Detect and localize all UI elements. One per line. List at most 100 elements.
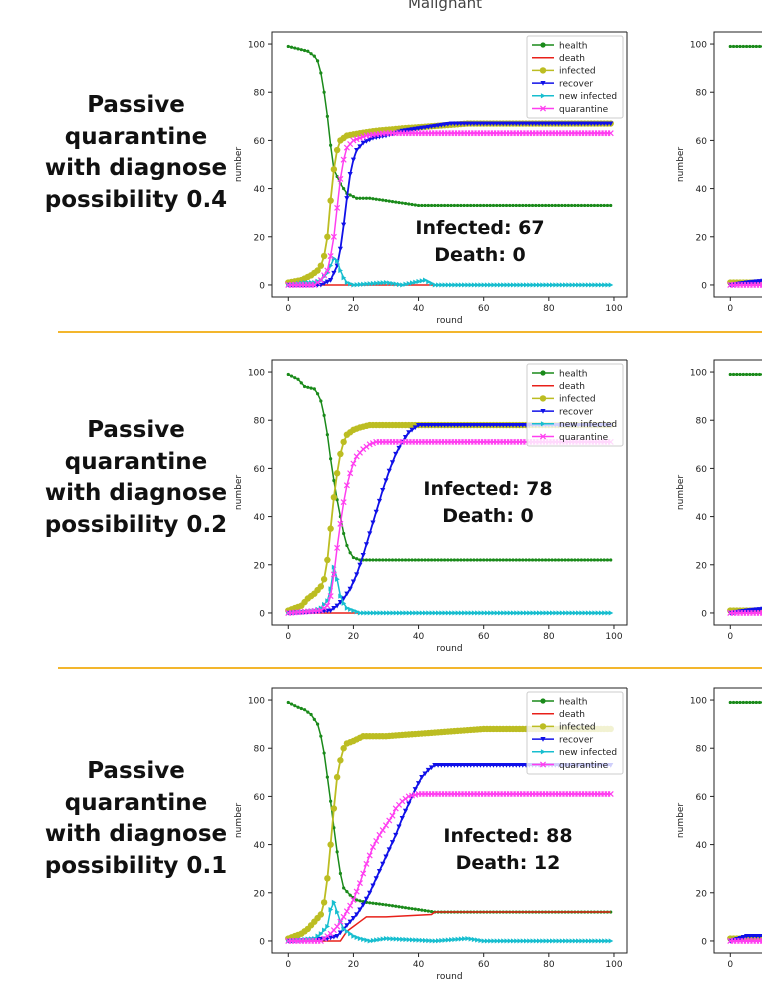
data-point: [439, 282, 444, 288]
data-point: [527, 610, 532, 616]
data-point: [461, 121, 467, 127]
data-point: [351, 607, 357, 614]
data-point: [576, 203, 580, 208]
data-point: [738, 44, 742, 49]
data-point: [334, 603, 340, 609]
data-point: [475, 282, 480, 288]
y-tick-label: 40: [254, 185, 266, 195]
data-point: [377, 610, 383, 616]
data-point: [582, 938, 588, 944]
data-point: [452, 282, 457, 288]
data-point: [468, 422, 474, 428]
chart-panel: 0 20 40 60 80 100 0 number: [676, 359, 762, 642]
data-point: [488, 610, 493, 616]
data-point: [536, 938, 542, 944]
data-point: [605, 282, 611, 288]
data-point: [315, 933, 321, 939]
data-point: [289, 374, 294, 378]
y-axis-label: number: [234, 147, 244, 182]
data-point: [334, 934, 340, 939]
data-point: [328, 907, 334, 913]
data-point: [569, 282, 575, 288]
data-point: [504, 203, 509, 208]
data-point: [342, 886, 346, 890]
data-point: [533, 938, 539, 944]
data-point: [753, 934, 759, 939]
data-point: [419, 278, 425, 284]
data-point: [514, 558, 518, 562]
legend-label: death: [559, 710, 585, 720]
data-point: [442, 937, 448, 943]
data-point: [523, 282, 529, 288]
y-axis-label: number: [676, 147, 686, 182]
data-point: [325, 598, 330, 604]
data-point: [530, 938, 536, 944]
y-tick-label: 100: [690, 369, 707, 379]
y-axis-label: number: [676, 803, 686, 838]
data-point: [533, 610, 539, 616]
data-point: [409, 937, 415, 943]
data-point: [322, 751, 326, 755]
data-point: [366, 852, 373, 859]
data-point: [516, 763, 523, 768]
legend-label: infected: [559, 67, 596, 77]
data-point: [429, 610, 435, 616]
y-tick-label: 100: [690, 697, 707, 707]
data-point: [425, 422, 431, 428]
data-point: [432, 763, 438, 768]
data-point: [608, 938, 614, 944]
data-point: [286, 372, 290, 377]
data-point: [465, 610, 471, 616]
data-point: [514, 282, 519, 288]
data-point: [591, 121, 598, 127]
data-point: [589, 938, 594, 944]
y-tick-label: 40: [254, 513, 266, 523]
data-point: [517, 558, 522, 562]
data-point: [377, 936, 383, 943]
data-point: [299, 381, 303, 385]
data-point: [743, 934, 750, 939]
data-point: [370, 280, 376, 287]
data-point: [563, 938, 568, 944]
data-point: [523, 610, 529, 616]
data-point: [461, 763, 467, 768]
data-point: [609, 203, 613, 208]
data-point: [390, 936, 396, 942]
data-point: [358, 899, 362, 903]
data-point: [419, 937, 425, 943]
data-point: [324, 602, 331, 609]
chart-panel: 0 20 40 60 80 100 0 20 40 60 80 100 round number healt…: [234, 31, 628, 326]
data-point: [403, 558, 408, 562]
data-point: [553, 558, 557, 562]
data-point: [546, 282, 552, 288]
data-point: [410, 907, 414, 911]
x-tick-label: 60: [478, 632, 490, 642]
legend-label: new infected: [559, 420, 617, 430]
data-point: [500, 121, 506, 127]
data-point: [367, 137, 373, 143]
x-tick-label: 80: [543, 632, 555, 642]
row-label-line: quarantine: [64, 448, 208, 475]
legend-box: [526, 691, 624, 775]
data-point: [540, 938, 545, 944]
data-point: [478, 558, 483, 562]
data-point: [442, 763, 448, 768]
legend-label: new infected: [559, 748, 617, 758]
data-point: [754, 44, 758, 49]
data-point: [328, 278, 334, 283]
data-point: [406, 801, 412, 807]
y-tick-label: 20: [696, 233, 708, 243]
data-point: [527, 203, 531, 208]
y-tick-label: 40: [254, 841, 266, 851]
data-point: [487, 121, 493, 127]
data-point: [530, 203, 535, 208]
data-point: [374, 902, 378, 906]
data-point: [348, 281, 353, 287]
data-point: [536, 610, 542, 616]
data-point: [553, 610, 558, 616]
data-point: [556, 610, 562, 616]
data-point: [589, 203, 593, 208]
data-point: [330, 233, 337, 240]
data-point: [475, 610, 480, 616]
data-point: [534, 203, 538, 208]
